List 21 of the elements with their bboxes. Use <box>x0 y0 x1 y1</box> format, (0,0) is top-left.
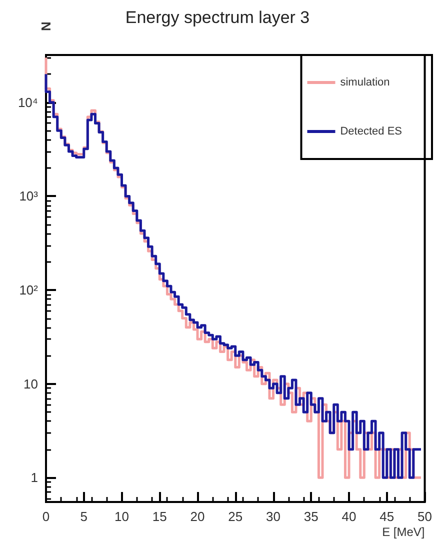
x-tick-label: 35 <box>304 509 318 524</box>
x-tick-label: 5 <box>80 509 88 524</box>
x-tick-label: 20 <box>190 509 205 524</box>
y-tick-label: 1 <box>30 470 38 486</box>
y-tick-label: 10⁴ <box>18 94 38 110</box>
legend-label: simulation <box>340 76 390 88</box>
y-tick-label: 10² <box>19 282 39 298</box>
legend-label: Detected ES <box>340 126 402 138</box>
x-axis-title: E [MeV] <box>382 525 425 539</box>
y-tick-label: 10 <box>24 376 38 392</box>
x-tick-label: 15 <box>152 509 167 524</box>
y-tick-label: 10³ <box>19 188 39 204</box>
x-tick-label: 25 <box>228 509 243 524</box>
x-tick-label: 10 <box>114 509 129 524</box>
y-axis-title: N <box>38 22 54 31</box>
x-tick-label: 50 <box>418 509 432 524</box>
x-tick-label: 0 <box>42 509 50 524</box>
x-tick-label: 45 <box>380 509 394 524</box>
x-tick-label: 30 <box>266 509 280 524</box>
x-tick-label: 40 <box>342 509 356 524</box>
chart-title: Energy spectrum layer 3 <box>125 8 310 27</box>
